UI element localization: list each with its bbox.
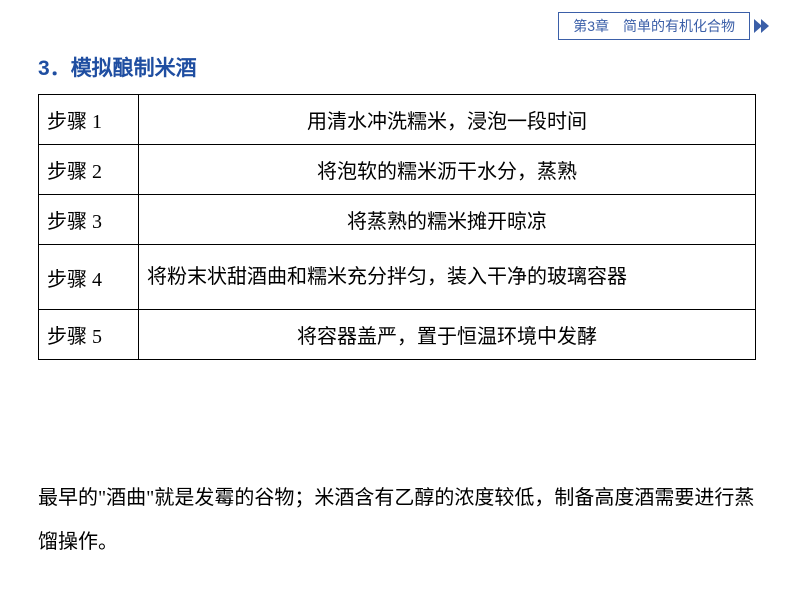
section-name: 模拟酿制米酒 bbox=[71, 57, 197, 80]
step-label: 步骤 3 bbox=[39, 195, 139, 245]
step-desc: 将蒸熟的糯米摊开晾凉 bbox=[139, 195, 756, 245]
step-label: 步骤 5 bbox=[39, 310, 139, 360]
step-desc: 用清水冲洗糯米，浸泡一段时间 bbox=[139, 95, 756, 145]
table-row: 步骤 1 用清水冲洗糯米，浸泡一段时间 bbox=[39, 95, 756, 145]
footnote-text: 最早的"酒曲"就是发霉的谷物；米酒含有乙醇的浓度较低，制备高度酒需要进行蒸馏操作… bbox=[38, 476, 756, 564]
chapter-label: 第3章 简单的有机化合物 bbox=[558, 12, 750, 40]
table-row: 步骤 5 将容器盖严，置于恒温环境中发酵 bbox=[39, 310, 756, 360]
table-row: 步骤 2 将泡软的糯米沥干水分，蒸熟 bbox=[39, 145, 756, 195]
steps-table: 步骤 1 用清水冲洗糯米，浸泡一段时间 步骤 2 将泡软的糯米沥干水分，蒸熟 步… bbox=[38, 94, 756, 360]
step-label: 步骤 4 bbox=[39, 245, 139, 310]
step-desc: 将容器盖严，置于恒温环境中发酵 bbox=[139, 310, 756, 360]
forward-arrow-icon bbox=[754, 17, 774, 35]
step-label: 步骤 1 bbox=[39, 95, 139, 145]
table-row: 步骤 3 将蒸熟的糯米摊开晾凉 bbox=[39, 195, 756, 245]
step-desc: 将泡软的糯米沥干水分，蒸熟 bbox=[139, 145, 756, 195]
step-label: 步骤 2 bbox=[39, 145, 139, 195]
step-desc: 将粉末状甜酒曲和糯米充分拌匀，装入干净的玻璃容器 bbox=[139, 245, 756, 310]
chapter-header: 第3章 简单的有机化合物 bbox=[558, 12, 774, 40]
section-number: 3． bbox=[38, 57, 71, 80]
section-title: 3．模拟酿制米酒 bbox=[38, 52, 197, 82]
table-row: 步骤 4 将粉末状甜酒曲和糯米充分拌匀，装入干净的玻璃容器 bbox=[39, 245, 756, 310]
